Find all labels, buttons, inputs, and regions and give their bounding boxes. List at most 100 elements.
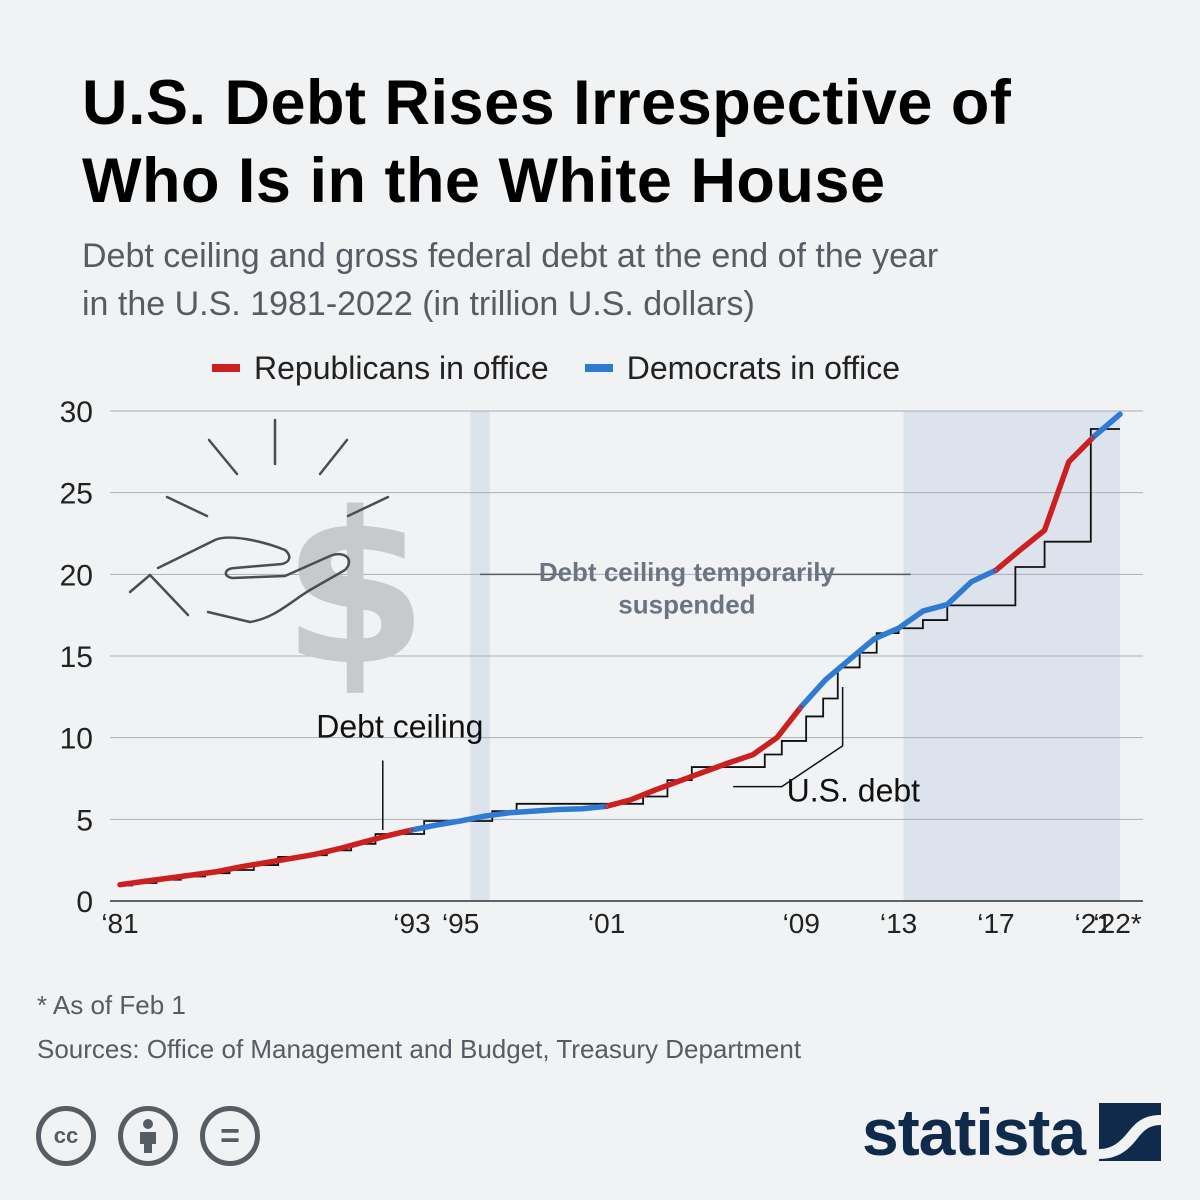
- page-title: U.S. Debt Rises Irrespective of Who Is i…: [82, 64, 1182, 220]
- debt-point-1987: [264, 861, 268, 865]
- debt-point-1998: [532, 809, 536, 813]
- title-line-2: Who Is in the White House: [82, 146, 886, 216]
- annotation-text-debt-ceiling: Debt ceiling: [316, 709, 483, 745]
- x-tick-label-2013: ‘13: [880, 908, 917, 939]
- statista-logo-icon: [1099, 1103, 1162, 1161]
- x-tick-label-1993: ‘93: [393, 908, 430, 939]
- title-accent-bar: [35, 73, 65, 318]
- x-tick-label-2017: ‘17: [977, 908, 1014, 939]
- debt-point-2011: [848, 657, 852, 661]
- subtitle-line-2: in the U.S. 1981-2022 (in trillion U.S. …: [82, 285, 755, 323]
- debt-point-2009: [799, 705, 803, 709]
- debt-point-2005: [702, 770, 706, 774]
- debt-point-1986: [240, 865, 244, 869]
- debt-point-2013: [897, 626, 901, 630]
- person-icon: [140, 1119, 156, 1153]
- debt-chart: 0 5 10 15 20 25 30 ‘81 ‘93 ‘95 ‘01 ‘09 ‘13 ‘17 ‘21‘22…: [60, 396, 1143, 939]
- annotation-leader-us-debt: [733, 687, 844, 788]
- debt-segment-democrat-1: [409, 803, 610, 833]
- debt-point-1995: [459, 819, 463, 823]
- y-tick-label-20: 20: [60, 559, 93, 592]
- y-tick-label-10: 10: [60, 723, 93, 756]
- x-tick-label-2001: ‘01: [588, 908, 625, 939]
- debt-point-1989: [313, 852, 317, 856]
- debt-point-2010: [824, 678, 828, 682]
- annotation-text-suspended-line1: Debt ceiling temporarily: [539, 557, 836, 587]
- debt-point-2002: [629, 798, 633, 802]
- debt-point-2003: [653, 788, 657, 792]
- accent-red: [35, 195, 65, 318]
- y-tick-label-0: 0: [76, 886, 93, 919]
- debt-point-2004: [678, 779, 682, 783]
- license-icons: cc =: [36, 1106, 282, 1166]
- debt-point-2020: [1067, 460, 1071, 464]
- debt-segment-republican-2: [603, 703, 805, 810]
- annotation-text-us-debt: U.S. debt: [787, 772, 921, 808]
- hand-dollar-illustration: $: [128, 418, 428, 712]
- annotation-debt-ceiling: Debt ceiling: [316, 709, 483, 830]
- chart-subtitle: Debt ceiling and gross federal debt at t…: [82, 232, 1182, 328]
- debt-point-1988: [288, 857, 292, 861]
- y-tick-label-25: 25: [60, 478, 93, 511]
- debt-segment-democrat-5: [1090, 411, 1123, 440]
- legend-label-democrats: Democrats in office: [626, 349, 900, 386]
- debt-point-2016: [970, 580, 974, 584]
- debt-segment-republican-0: [117, 827, 415, 888]
- annotation-text-suspended-line2: suspended: [618, 590, 755, 620]
- debt-point-2014: [921, 609, 925, 613]
- subtitle-line-1: Debt ceiling and gross federal debt at t…: [82, 237, 939, 275]
- no-derivatives-icon[interactable]: =: [200, 1106, 260, 1166]
- us-debt-line: [117, 411, 1123, 888]
- debt-point-1996: [483, 814, 487, 818]
- nd-glyph: =: [220, 1116, 240, 1155]
- debt-point-1981: [118, 883, 122, 887]
- debt-point-2018: [1018, 548, 1022, 552]
- cc-glyph: cc: [53, 1123, 79, 1148]
- legend-item-republicans: Republicans in office: [212, 350, 549, 387]
- debt-point-1985: [215, 870, 219, 874]
- dollar-sign-icon: $: [282, 467, 428, 712]
- logo-text: statista: [862, 1095, 1086, 1169]
- debt-point-2019: [1043, 528, 1047, 532]
- annotation-suspended: Debt ceiling temporarily suspended: [480, 557, 911, 620]
- debt-point-2021: [1091, 435, 1095, 439]
- footnote: * As of Feb 1: [37, 990, 186, 1020]
- y-tick-label-15: 15: [60, 641, 93, 674]
- grid-lines: [110, 410, 1143, 902]
- debt-point-1992: [386, 834, 390, 838]
- debt-point-2017: [994, 568, 998, 572]
- x-tick-label-2009: ‘09: [783, 908, 820, 939]
- debt-point-1982: [142, 879, 146, 883]
- debt-point-2000: [580, 807, 584, 811]
- legend-swatch-democrats: [584, 364, 613, 372]
- debt-point-1991: [361, 840, 365, 844]
- cc-icon[interactable]: cc: [36, 1106, 96, 1166]
- legend-label-republicans: Republicans in office: [254, 349, 549, 386]
- chart-legend: Republicans in office Democrats in offic…: [212, 346, 936, 390]
- y-tick-label-5: 5: [76, 804, 93, 837]
- title-line-1: U.S. Debt Rises Irrespective of: [82, 68, 1012, 138]
- annotation-us-debt: U.S. debt: [733, 687, 920, 808]
- legend-swatch-republicans: [212, 364, 240, 372]
- debt-point-2008: [775, 736, 779, 740]
- statista-logo[interactable]: statista: [862, 1094, 1162, 1170]
- accent-blue: [35, 73, 65, 195]
- shine-rays-icon: [165, 418, 390, 518]
- debt-point-2012: [872, 637, 876, 641]
- debt-point-1997: [507, 811, 511, 815]
- debt-point-2006: [726, 761, 730, 765]
- sources: Sources: Office of Management and Budget…: [37, 1034, 802, 1064]
- x-tick-label-1995: ‘95: [442, 908, 479, 939]
- x-tick-label-1981: ‘81: [101, 908, 138, 939]
- hand-icon: [128, 536, 351, 624]
- debt-point-1993: [410, 828, 414, 832]
- debt-point-1984: [191, 873, 195, 877]
- debt-point-2001: [605, 804, 609, 808]
- debt-point-2022.1: [1118, 412, 1122, 416]
- debt-point-2007: [751, 753, 755, 757]
- y-tick-label-30: 30: [60, 396, 93, 429]
- debt-point-1983: [167, 876, 171, 880]
- debt-point-1994: [434, 823, 438, 827]
- y-axis-ticks: 0 5 10 15 20 25 30: [60, 396, 93, 919]
- attribution-icon[interactable]: [118, 1106, 178, 1166]
